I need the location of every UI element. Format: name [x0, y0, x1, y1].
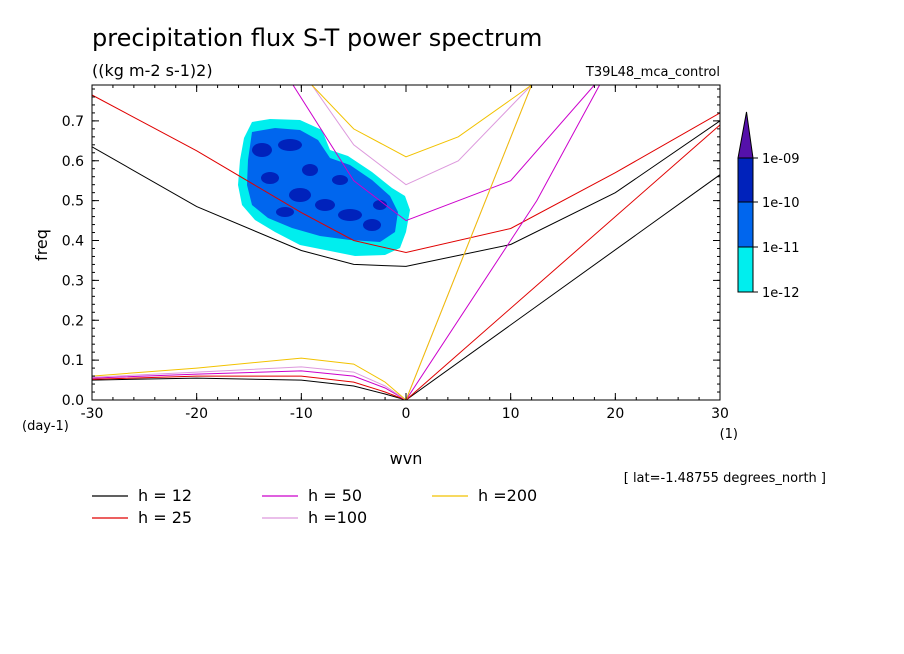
power-level-1e-10: [363, 219, 381, 231]
y-axis-unit: (day-1): [22, 419, 69, 434]
colorbar: 1e-12 1e-11 1e-10 1e-09: [737, 111, 800, 301]
power-level-1e-10: [373, 200, 387, 210]
legend-label-h50: h = 50: [308, 486, 362, 505]
colorbar-segment: [737, 157, 754, 203]
power-level-1e-10: [278, 139, 302, 151]
power-level-1e-10: [289, 188, 311, 202]
curve-h12-ig: [92, 120, 720, 267]
chart-title: precipitation flux S-T power spectrum: [92, 24, 542, 52]
colorbar-segment: [737, 201, 754, 248]
power-level-1e-10: [276, 207, 294, 217]
y-tick-label: 0.3: [62, 273, 84, 289]
colorbar-label: 1e-12: [762, 286, 800, 301]
legend-label-h200: h =200: [478, 486, 537, 505]
curve-h25-er: [92, 375, 407, 400]
legend-label-h25: h = 25: [138, 508, 192, 527]
colorbar-label: 1e-11: [762, 241, 800, 256]
x-tick-label: -20: [185, 406, 208, 422]
x-tick-label: 20: [606, 406, 624, 422]
curve-h50-er: [92, 370, 407, 400]
curve-h12-kelvin: [405, 174, 720, 400]
x-axis-label: wvn: [390, 449, 423, 468]
power-level-1e-10: [261, 172, 279, 184]
x-axis-ticks: -30 -20 -10 0 10 20 30: [81, 85, 729, 422]
y-axis-label: freq: [32, 229, 51, 261]
y-axis-ticks: 0.0 0.1 0.2 0.3 0.4 0.5 0.6 0.7: [62, 88, 720, 409]
power-shading: [238, 119, 410, 256]
curve-h25-kelvin: [405, 124, 720, 400]
x-tick-label: -10: [290, 406, 313, 422]
x-tick-label: 0: [402, 406, 411, 422]
colorbar-label: 1e-10: [762, 196, 800, 211]
chart-units: ((kg m-2 s-1)2): [92, 61, 213, 80]
curve-h100-er: [92, 366, 407, 400]
x-axis-unit: (1): [720, 427, 738, 442]
latitude-note: [ lat=-1.48755 degrees_north ]: [624, 471, 826, 486]
power-level-1e-10: [252, 143, 272, 157]
curve-h200-ig: [311, 85, 532, 158]
curve-h25-ig: [92, 94, 720, 254]
y-tick-label: 0.5: [62, 194, 84, 210]
legend-label-h12: h = 12: [138, 486, 192, 505]
legend-label-h100: h =100: [308, 508, 367, 527]
x-tick-label: 10: [502, 406, 520, 422]
power-level-1e-10: [302, 164, 318, 176]
y-tick-label: 0.2: [62, 313, 84, 329]
curve-h100-ig: [311, 85, 532, 186]
power-level-1e-10: [315, 199, 335, 211]
curve-h200-er: [92, 357, 407, 400]
y-tick-label: 0.1: [62, 353, 84, 369]
x-tick-label: -30: [81, 406, 104, 422]
y-tick-label: 0.4: [62, 234, 84, 250]
curve-h12-er: [92, 377, 407, 400]
colorbar-extend-arrow: [737, 111, 754, 159]
experiment-name: T39L48_mca_control: [585, 65, 720, 80]
x-tick-label: 30: [711, 406, 729, 422]
dispersion-curves: [92, 85, 720, 400]
power-level-1e-10: [338, 209, 362, 221]
y-tick-label: 0.0: [62, 393, 84, 409]
colorbar-segment: [737, 246, 754, 293]
y-tick-label: 0.6: [62, 154, 84, 170]
legend: h = 12 h = 25 h = 50 h =100 h =200: [92, 486, 537, 527]
curve-h50-kelvin: [405, 85, 601, 400]
colorbar-label: 1e-09: [762, 152, 800, 167]
power-level-1e-10: [332, 175, 348, 185]
curve-h50-ig: [292, 85, 595, 222]
y-tick-label: 0.7: [62, 114, 84, 130]
curve-h200-kelvin: [405, 85, 533, 400]
